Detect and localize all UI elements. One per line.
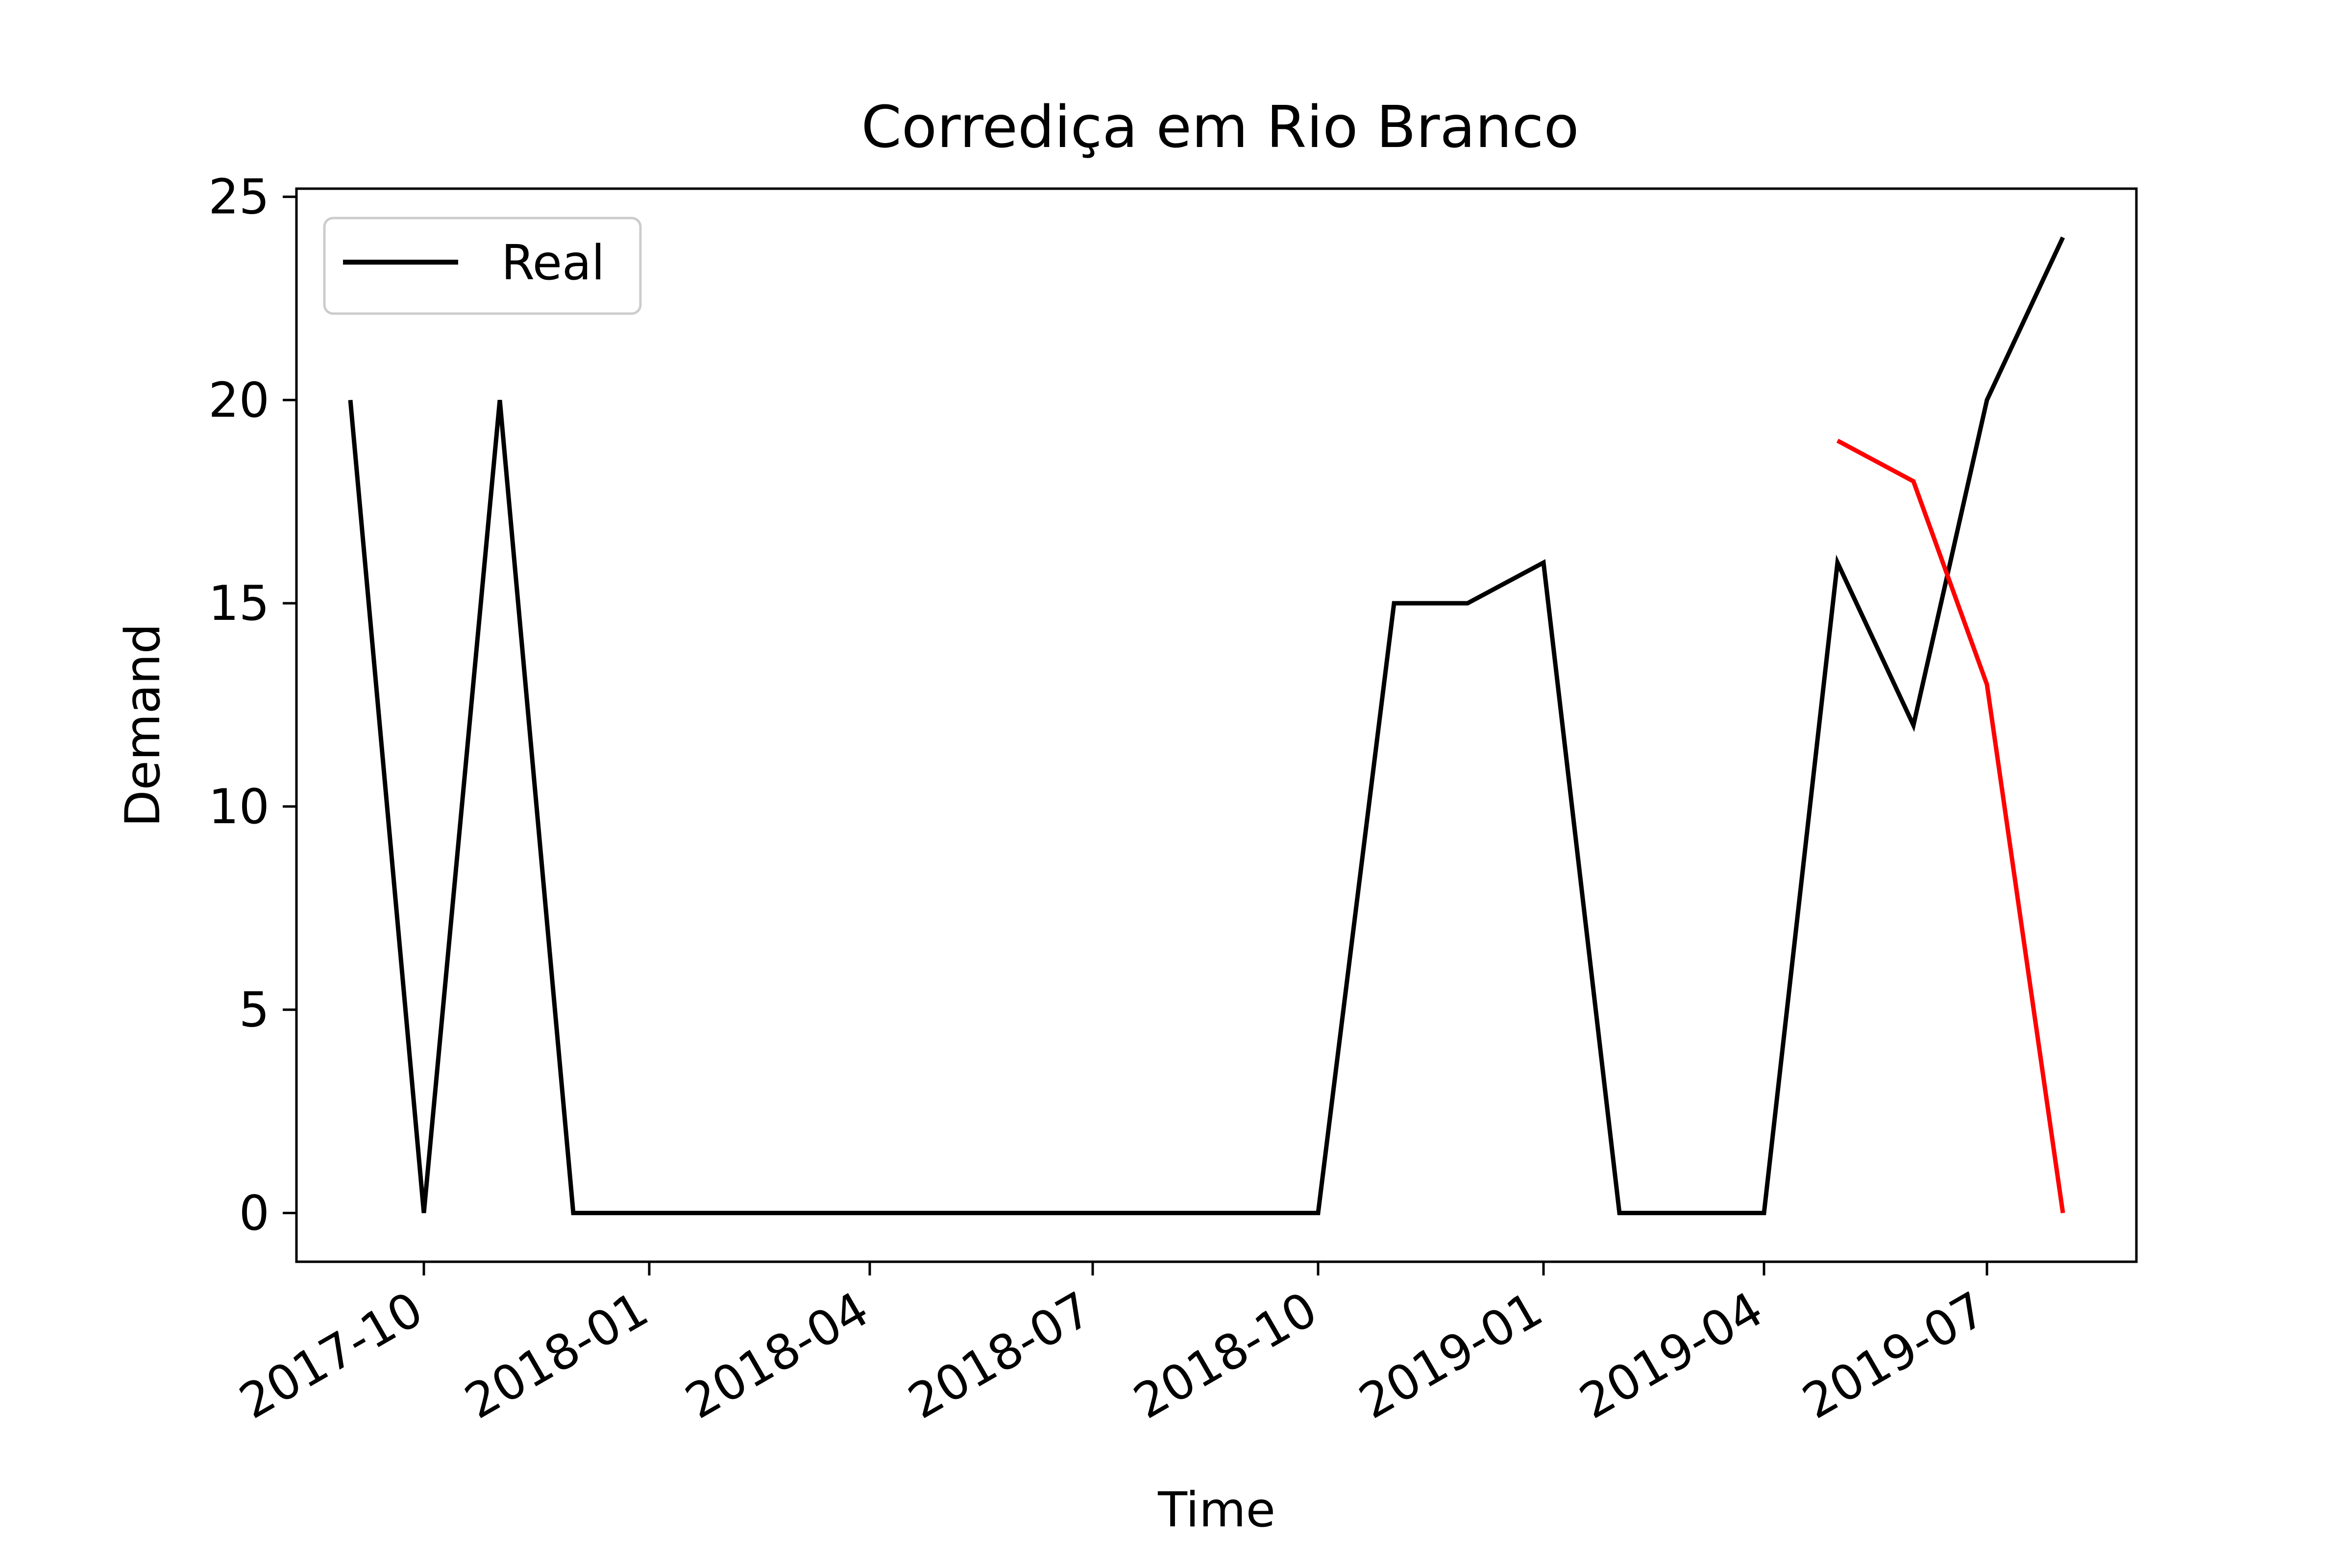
series-line-real	[348, 236, 2065, 1215]
y-axis-label: Demand	[115, 623, 171, 827]
plot-area-frame	[295, 187, 2138, 1263]
y-tick-label-1: 5	[239, 982, 270, 1038]
legend: Real	[323, 217, 642, 315]
series-layer	[348, 236, 2065, 1215]
x-axis-label: Time	[1157, 1482, 1275, 1538]
y-tick-label-0: 0	[239, 1185, 270, 1241]
legend-box	[323, 217, 642, 315]
legend-label-real: Real	[501, 235, 605, 291]
y-tick-label-2: 10	[208, 779, 270, 835]
y-tick-label-4: 20	[208, 372, 270, 428]
series-line-red-1	[1836, 439, 2065, 1214]
y-axis: 0 5 10 15 20 25	[208, 170, 296, 1241]
chart-title: Corrediça em Rio Branco	[861, 93, 1579, 161]
y-tick-label-5: 25	[208, 170, 270, 225]
y-tick-label-3: 15	[208, 576, 270, 632]
